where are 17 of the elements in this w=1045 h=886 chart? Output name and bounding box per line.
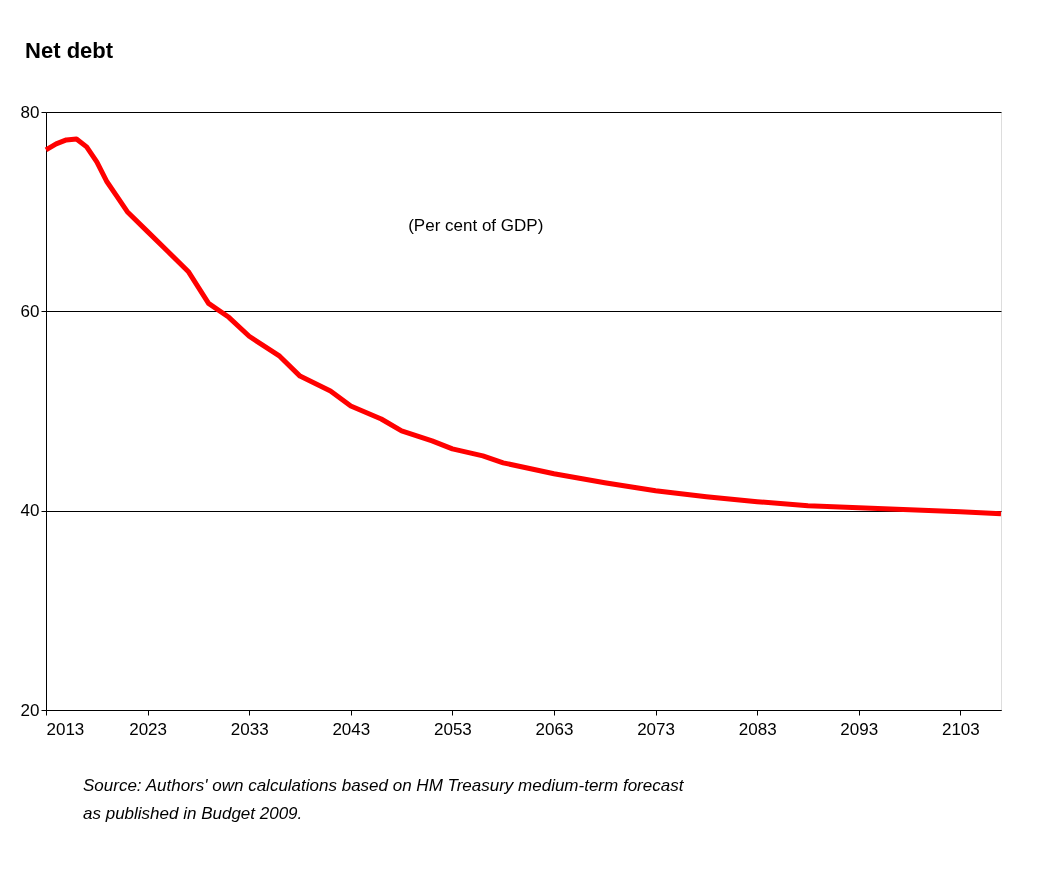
x-tick-label: 2043	[332, 719, 371, 739]
x-tick-label: 2063	[535, 719, 574, 739]
y-tick-label: 40	[20, 501, 40, 521]
x-tick-label: 2023	[129, 719, 168, 739]
x-tick-label: 2013	[46, 719, 85, 739]
x-tick-label: 2053	[433, 719, 472, 739]
x-tick-label: 2073	[637, 719, 675, 739]
source-note: Source: Authors' own calculations based on HM Treasury medium-term forecast as published in Budget 2009.	[83, 776, 685, 823]
x-tick-label: 2103	[941, 719, 980, 739]
x-tick-label: 2093	[840, 719, 879, 739]
x-tick-label: 2033	[230, 719, 269, 739]
y-tick-label: 20	[20, 700, 40, 720]
y-tick-label: 60	[20, 301, 40, 321]
annotation: (Per cent of GDP)	[408, 215, 544, 235]
x-tick-label: 2083	[738, 719, 777, 739]
y-tick-label: 80	[20, 102, 40, 122]
chart-title: Net debt	[25, 38, 114, 63]
